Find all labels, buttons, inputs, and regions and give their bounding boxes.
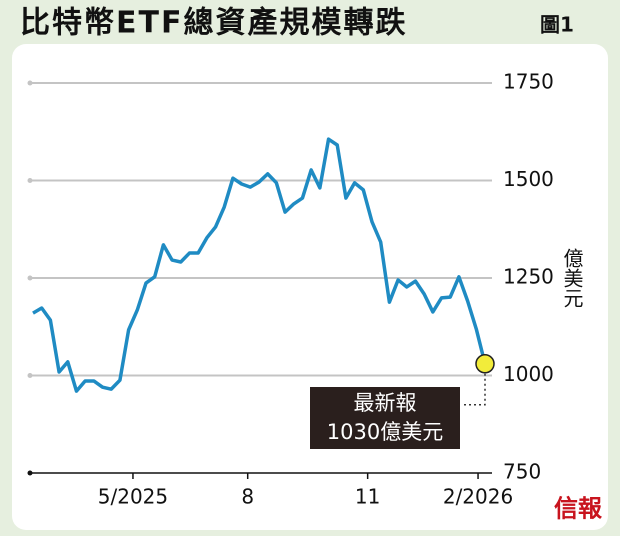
y-tick-label: 1750 <box>503 70 554 94</box>
annotation-box <box>310 387 460 449</box>
grid-dot <box>27 80 33 86</box>
data-line <box>32 137 487 393</box>
y-axis-label: 億美元 <box>560 248 584 308</box>
grid-dot <box>27 470 33 476</box>
y-tick-label: 1500 <box>503 167 554 191</box>
grid-dot <box>27 275 33 281</box>
y-tick-label: 1000 <box>503 362 554 386</box>
x-tick-label: 5/2025 <box>98 485 168 509</box>
figure-label: 圖1 <box>540 13 574 37</box>
annotation-text: 最新報 <box>354 391 417 415</box>
y-tick-label: 1250 <box>503 265 554 289</box>
x-tick-label: 8 <box>241 485 254 509</box>
logo: 信報 <box>554 494 603 523</box>
grid-dot <box>27 178 33 183</box>
last-point <box>475 354 495 374</box>
chart-title: 比特幣ETF總資產規模轉跌 <box>20 6 407 41</box>
grid-dot <box>27 373 33 378</box>
annotation-text: 1030億美元 <box>327 420 443 444</box>
x-tick-label: 2/2026 <box>443 485 513 509</box>
x-tick-label: 11 <box>355 485 380 509</box>
leader-line <box>462 373 486 406</box>
y-tick-label: 750 <box>503 460 541 484</box>
